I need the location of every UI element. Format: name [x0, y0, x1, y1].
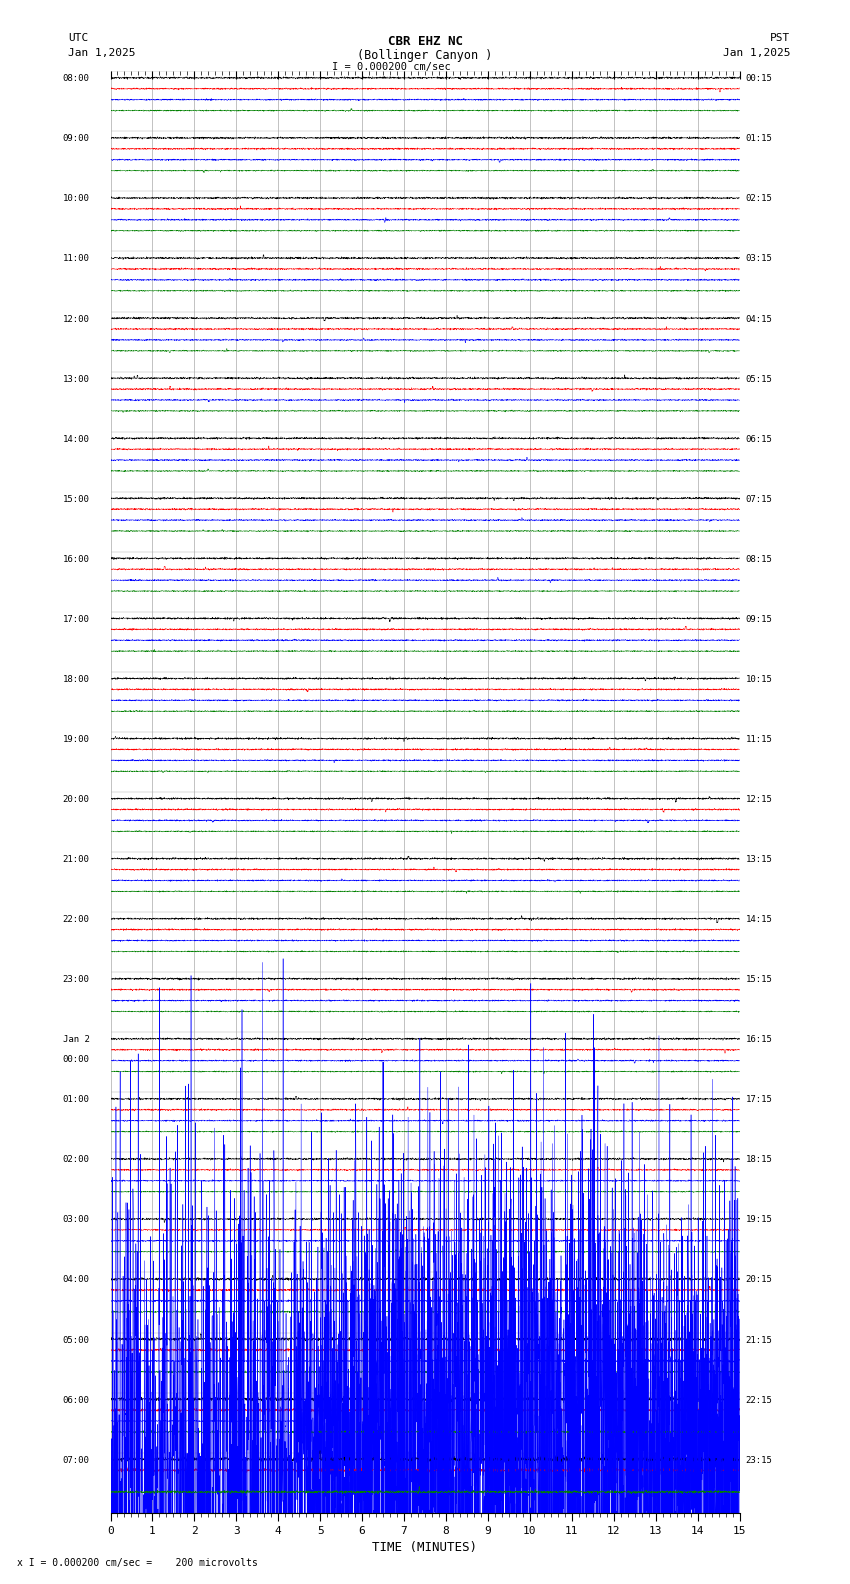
X-axis label: TIME (MINUTES): TIME (MINUTES) — [372, 1541, 478, 1554]
Text: 07:00: 07:00 — [63, 1456, 89, 1465]
Text: Jan 1,2025: Jan 1,2025 — [723, 48, 791, 57]
Text: 17:15: 17:15 — [745, 1095, 773, 1104]
Text: 20:00: 20:00 — [63, 795, 89, 805]
Text: 22:15: 22:15 — [745, 1396, 773, 1405]
Text: 04:00: 04:00 — [63, 1275, 89, 1285]
Text: 07:15: 07:15 — [745, 494, 773, 504]
Text: 11:00: 11:00 — [63, 255, 89, 263]
Text: 00:00: 00:00 — [63, 1055, 89, 1064]
Text: 06:00: 06:00 — [63, 1396, 89, 1405]
Text: 10:15: 10:15 — [745, 675, 773, 684]
Text: 18:15: 18:15 — [745, 1155, 773, 1164]
Text: 05:15: 05:15 — [745, 374, 773, 383]
Text: 13:00: 13:00 — [63, 374, 89, 383]
Text: 14:00: 14:00 — [63, 434, 89, 444]
Text: 02:00: 02:00 — [63, 1155, 89, 1164]
Text: 09:15: 09:15 — [745, 615, 773, 624]
Text: 03:00: 03:00 — [63, 1215, 89, 1224]
Text: 09:00: 09:00 — [63, 135, 89, 143]
Text: 13:15: 13:15 — [745, 855, 773, 863]
Text: 00:15: 00:15 — [745, 74, 773, 84]
Text: 01:00: 01:00 — [63, 1095, 89, 1104]
Text: 12:00: 12:00 — [63, 315, 89, 323]
Text: 17:00: 17:00 — [63, 615, 89, 624]
Text: 21:15: 21:15 — [745, 1335, 773, 1345]
Text: UTC: UTC — [68, 33, 88, 43]
Text: 15:15: 15:15 — [745, 976, 773, 984]
Text: 19:15: 19:15 — [745, 1215, 773, 1224]
Text: 11:15: 11:15 — [745, 735, 773, 744]
Text: 14:15: 14:15 — [745, 916, 773, 923]
Text: 02:15: 02:15 — [745, 195, 773, 203]
Text: 15:00: 15:00 — [63, 494, 89, 504]
Text: 01:15: 01:15 — [745, 135, 773, 143]
Text: 20:15: 20:15 — [745, 1275, 773, 1285]
Text: 16:00: 16:00 — [63, 554, 89, 564]
Text: CBR EHZ NC: CBR EHZ NC — [388, 35, 462, 48]
Text: 23:15: 23:15 — [745, 1456, 773, 1465]
Text: 08:00: 08:00 — [63, 74, 89, 84]
Text: (Bollinger Canyon ): (Bollinger Canyon ) — [357, 49, 493, 62]
Text: 22:00: 22:00 — [63, 916, 89, 923]
Text: 21:00: 21:00 — [63, 855, 89, 863]
Text: 12:15: 12:15 — [745, 795, 773, 805]
Text: 18:00: 18:00 — [63, 675, 89, 684]
Text: Jan 1,2025: Jan 1,2025 — [68, 48, 135, 57]
Text: 19:00: 19:00 — [63, 735, 89, 744]
Text: 08:15: 08:15 — [745, 554, 773, 564]
Text: 03:15: 03:15 — [745, 255, 773, 263]
Text: x I = 0.000200 cm/sec =    200 microvolts: x I = 0.000200 cm/sec = 200 microvolts — [17, 1559, 258, 1568]
Text: 06:15: 06:15 — [745, 434, 773, 444]
Text: 16:15: 16:15 — [745, 1036, 773, 1044]
Text: 23:00: 23:00 — [63, 976, 89, 984]
Text: 10:00: 10:00 — [63, 195, 89, 203]
Text: PST: PST — [770, 33, 790, 43]
Text: Jan 2: Jan 2 — [63, 1036, 89, 1044]
Text: I = 0.000200 cm/sec: I = 0.000200 cm/sec — [332, 62, 450, 71]
Text: 05:00: 05:00 — [63, 1335, 89, 1345]
Text: 04:15: 04:15 — [745, 315, 773, 323]
